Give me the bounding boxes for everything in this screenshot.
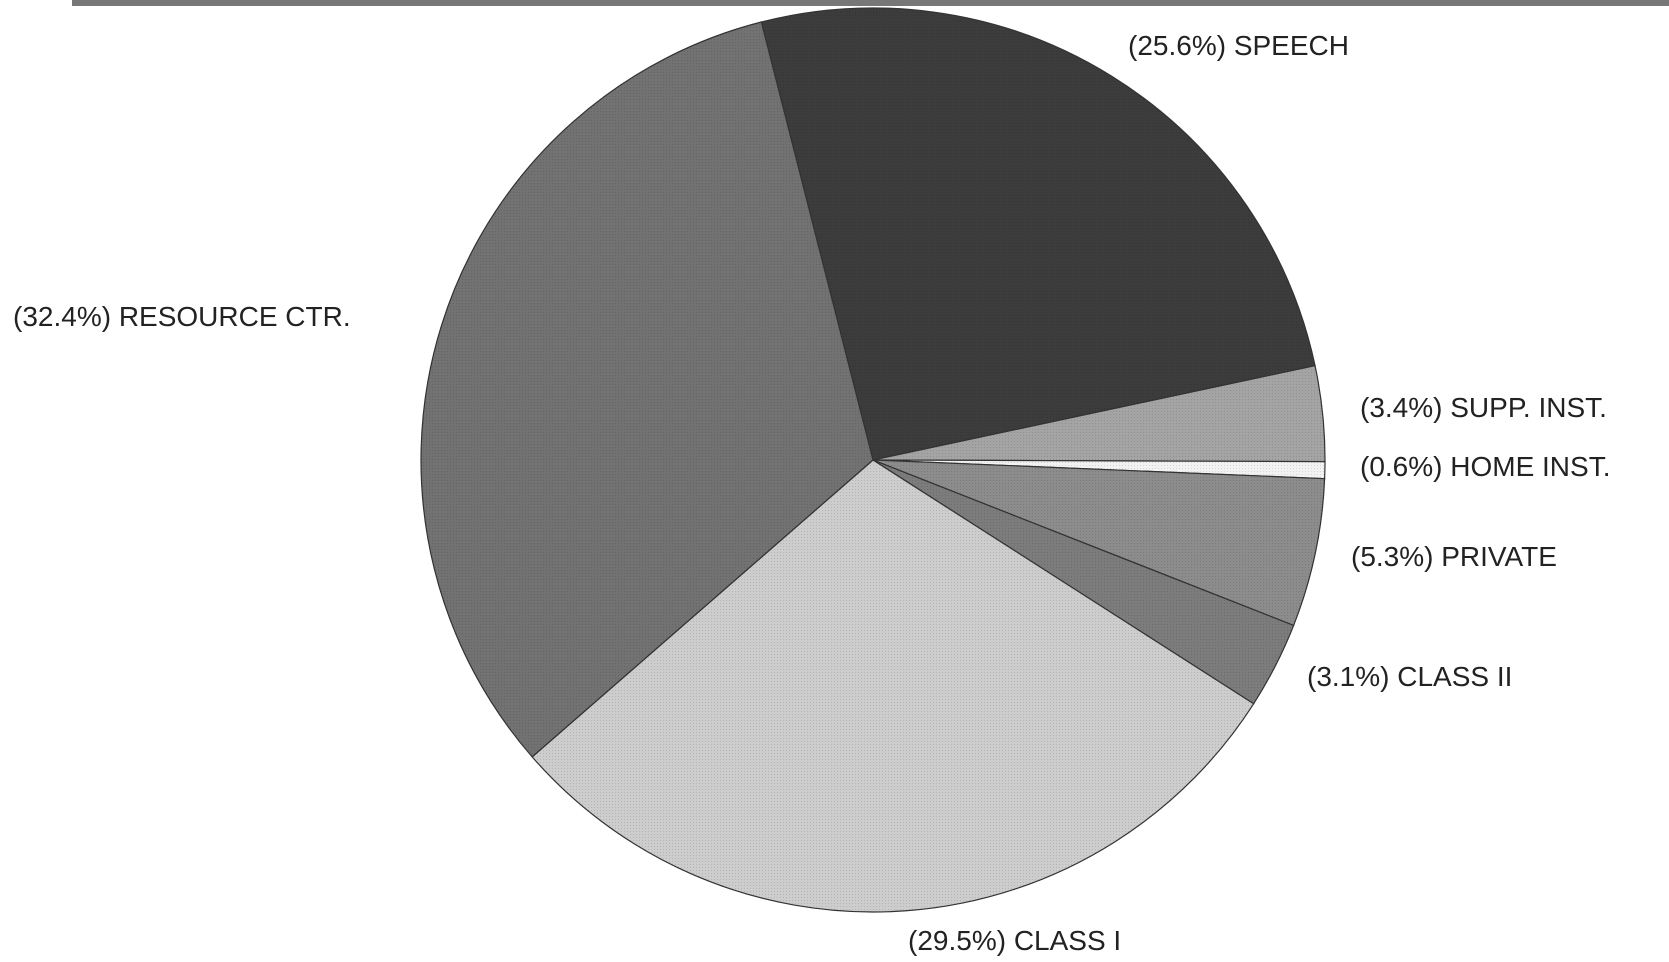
slice-texture xyxy=(873,365,1325,462)
slice-percent: (3.4%) xyxy=(1360,392,1442,423)
slice-percent: (32.4%) xyxy=(13,301,111,332)
slice-texture xyxy=(873,460,1325,626)
slice-percent: (5.3%) xyxy=(1351,541,1433,572)
slice-label: (3.4%) SUPP. INST. xyxy=(1360,392,1607,423)
slice-percent: (0.6%) xyxy=(1360,451,1442,482)
slice-name: HOME INST. xyxy=(1450,451,1610,482)
slice-name: PRIVATE xyxy=(1441,541,1557,572)
slice-percent: (29.5%) xyxy=(908,925,1006,956)
slice-label: (5.3%) PRIVATE xyxy=(1351,541,1557,572)
slice-texture xyxy=(532,460,1254,913)
slice-texture xyxy=(873,460,1294,704)
slice-label: (29.5%) CLASS I xyxy=(908,925,1121,956)
slice-label: (0.6%) HOME INST. xyxy=(1360,451,1610,482)
top-border xyxy=(72,0,1669,6)
slice-label: (32.4%) RESOURCE CTR. xyxy=(13,301,351,332)
slice-name: SPEECH xyxy=(1234,30,1349,61)
slice-name: CLASS II xyxy=(1397,661,1512,692)
slice-texture xyxy=(761,8,1316,461)
slice-label: (25.6%) SPEECH xyxy=(1128,30,1349,61)
slice-name: RESOURCE CTR. xyxy=(119,301,351,332)
slice-label: (3.1%) CLASS II xyxy=(1307,661,1512,692)
slice-name: SUPP. INST. xyxy=(1450,392,1607,423)
slice-percent: (25.6%) xyxy=(1128,30,1226,61)
slice-percent: (3.1%) xyxy=(1307,661,1389,692)
slice-name: CLASS I xyxy=(1014,925,1121,956)
slice-texture xyxy=(421,22,873,757)
